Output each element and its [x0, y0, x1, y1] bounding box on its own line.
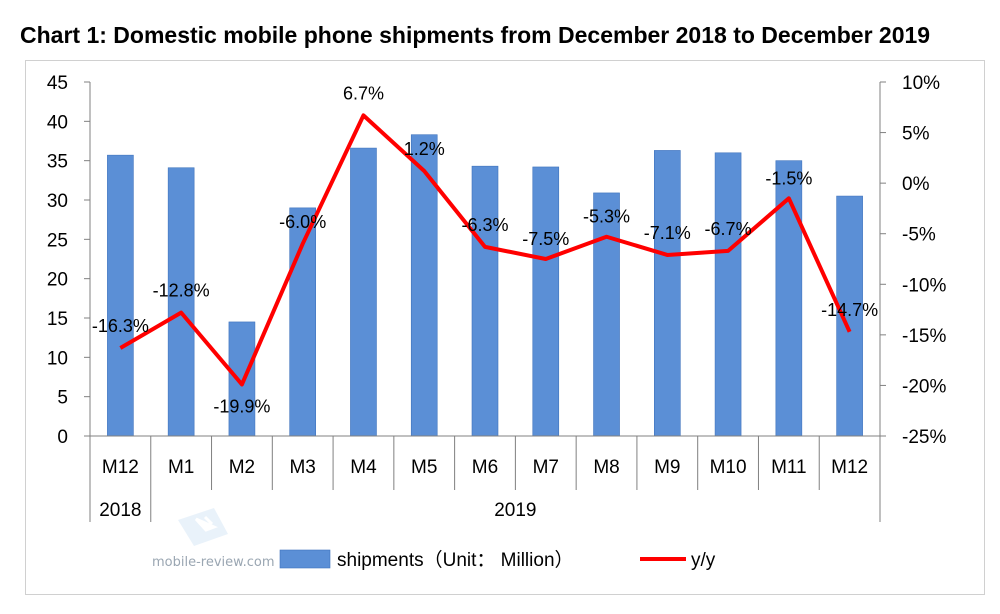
x-tick-label: M12: [102, 457, 139, 478]
data-label: -5.3%: [583, 207, 630, 227]
data-label: -12.8%: [153, 281, 210, 301]
y-left-tick-label: 20: [47, 270, 68, 291]
bar: [714, 152, 742, 437]
data-label: -6.3%: [461, 215, 508, 235]
legend-swatch-shipments: [279, 549, 331, 569]
y-right-tick-label: 10%: [902, 73, 940, 94]
x-tick-label: M8: [593, 457, 619, 478]
data-label: -14.7%: [821, 300, 878, 320]
bar: [350, 147, 377, 437]
y-left-tick-label: 15: [47, 309, 68, 330]
watermark-text: mobile-review.com: [152, 555, 274, 570]
legend: shipments（Unit： Million） y/y: [279, 549, 716, 571]
data-label: -7.5%: [522, 229, 569, 249]
data-label: -6.7%: [705, 219, 752, 239]
data-label: 6.7%: [343, 83, 384, 103]
bar: [228, 321, 256, 437]
y-right-tick-label: 5%: [902, 124, 930, 145]
x-tick-label: M2: [229, 457, 255, 478]
watermark-logo: [178, 508, 228, 546]
bar: [654, 150, 681, 437]
x-tick-label: M4: [350, 457, 377, 478]
x-tick-label: M6: [472, 457, 498, 478]
legend-label-shipments: shipments（Unit： Million）: [337, 549, 574, 571]
x-tick-label: M1: [168, 457, 194, 478]
chart-title: Chart 1: Domestic mobile phone shipments…: [20, 22, 931, 48]
data-label: -16.3%: [92, 316, 149, 336]
y-right-tick-label: -15%: [902, 326, 946, 347]
bar: [471, 165, 499, 437]
y-left-tick-label: 0: [57, 427, 68, 448]
x-tick-label: M10: [710, 457, 747, 478]
data-label: 1.2%: [404, 139, 445, 159]
x-tick-label: M7: [533, 457, 559, 478]
y-right-tick-label: -20%: [902, 376, 946, 397]
y-left-tick-label: 10: [47, 348, 68, 369]
y-left-tick-label: 25: [47, 230, 68, 251]
x-tick-label: M5: [411, 457, 437, 478]
year-label: 2019: [494, 500, 536, 521]
y-right-tick-label: -10%: [902, 275, 946, 296]
legend-label-yy: y/y: [691, 550, 716, 571]
x-tick-label: M12: [831, 457, 868, 478]
x-tick-label: M3: [289, 457, 315, 478]
data-label: -6.0%: [279, 212, 326, 232]
bar: [107, 154, 134, 437]
y-right-tick-label: 0%: [902, 174, 930, 195]
data-label: -1.5%: [765, 168, 812, 188]
y-left-tick-label: 35: [47, 152, 68, 173]
bar: [532, 166, 560, 437]
plot-area: 0 5 10 15 20 25 30 35 40 45 -25% -20% -15% -10% -5% 0% 5…: [47, 73, 946, 522]
y-right-tick-label: -25%: [902, 427, 946, 448]
data-label: -7.1%: [644, 223, 691, 243]
y-right-tick-label: -5%: [902, 225, 936, 246]
y-left-tick-label: 5: [57, 388, 68, 409]
chart-frame: [25, 60, 985, 595]
y-left-tick-label: 45: [47, 73, 68, 94]
yy-line: [119, 113, 852, 387]
x-tick-label: M9: [654, 457, 680, 478]
data-label: -19.9%: [213, 396, 270, 416]
x-tick-label: M11: [771, 457, 807, 478]
y-left-tick-label: 30: [47, 191, 68, 212]
bar: [593, 192, 620, 437]
y-left-tick-label: 40: [47, 112, 68, 133]
bar: [167, 167, 195, 437]
year-label: 2018: [99, 500, 141, 521]
